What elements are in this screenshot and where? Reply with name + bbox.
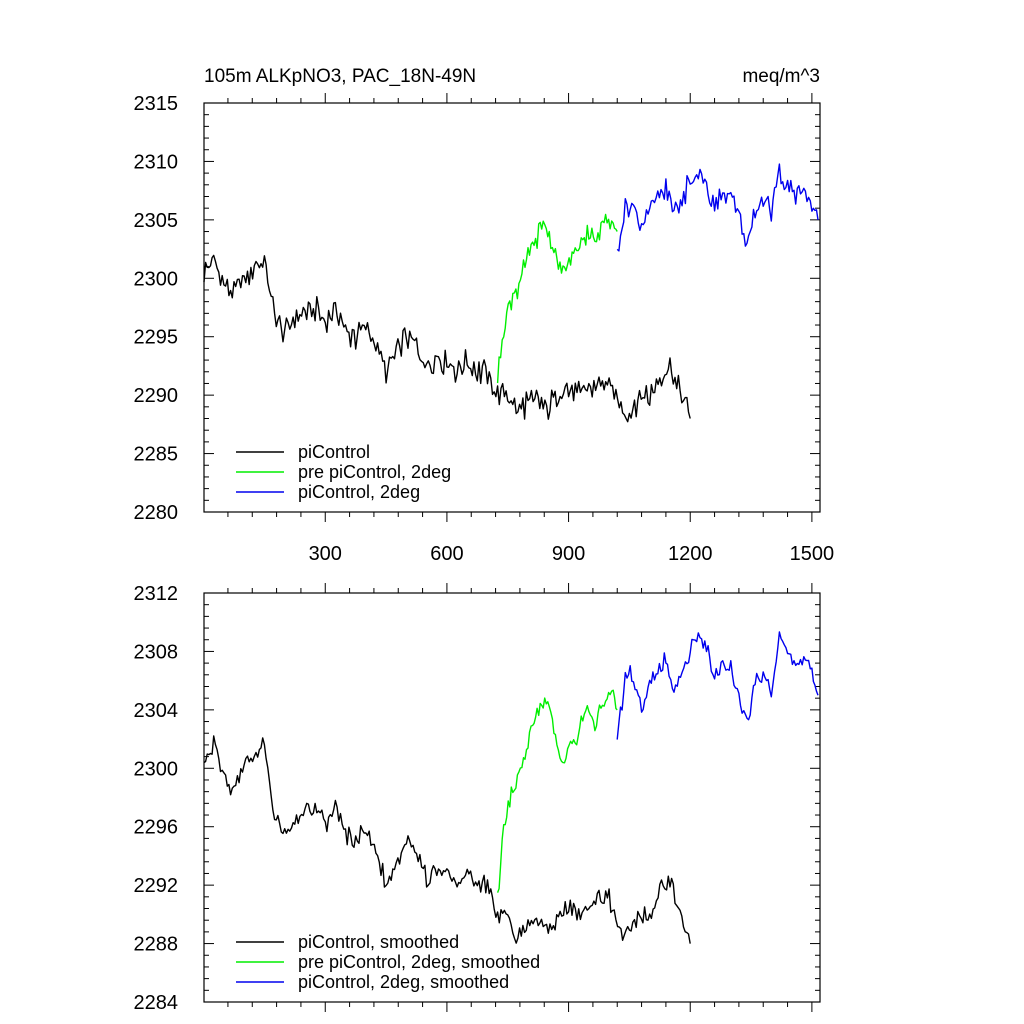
legend-label: piControl, 2deg [298, 482, 420, 502]
series-line-picontrol-smoothed [203, 735, 691, 944]
chart-title: 105m ALKpNO3, PAC_18N-49N [204, 66, 476, 87]
y-tick-label: 2284 [134, 992, 179, 1014]
series-line-picontrol [203, 254, 691, 423]
y-tick-label: 2280 [134, 502, 179, 524]
legend-label: pre piControl, 2deg [298, 462, 451, 482]
x-tick-label: 1200 [668, 543, 713, 565]
y-tick-label: 2292 [134, 875, 179, 897]
y-tick-label: 2308 [134, 641, 179, 663]
y-tick-label: 2300 [134, 268, 179, 290]
y-tick-label: 2312 [134, 583, 179, 605]
y-tick-label: 2305 [134, 210, 179, 232]
x-tick-label: 600 [430, 543, 463, 565]
y-tick-label: 2300 [134, 758, 179, 780]
x-tick-label: 900 [552, 543, 585, 565]
y-tick-label: 2290 [134, 385, 179, 407]
y-tick-label: 2310 [134, 151, 179, 173]
legend-label: piControl, smoothed [298, 932, 459, 952]
bottom-panel: 2284 2288 2292 2296 2300 2304 2308 2312 piContro… [134, 583, 821, 1014]
y-tick-label: 2285 [134, 444, 179, 466]
plot-frame [203, 592, 821, 1003]
y-tick-label: 2296 [134, 817, 179, 839]
top-panel: 2280 2285 2290 2295 2300 2305 2310 2315 300 600 90… [134, 93, 835, 565]
series-line-pre-picontrol-2deg-smoothed [496, 689, 618, 893]
legend-label: piControl [298, 442, 370, 462]
series-line-picontrol-2deg [616, 163, 819, 252]
y-tick-label: 2288 [134, 934, 179, 956]
units-label: meq/m^3 [742, 66, 820, 87]
legend-label: pre piControl, 2deg, smoothed [298, 952, 540, 972]
legend-label: piControl, 2deg, smoothed [298, 972, 509, 992]
plot-frame [203, 102, 821, 513]
series-line-picontrol-2deg-smoothed [616, 631, 819, 740]
y-tick-label: 2295 [134, 327, 179, 349]
series-line-pre-picontrol-2deg [496, 213, 618, 384]
y-tick-label: 2304 [134, 700, 179, 722]
x-tick-label: 1500 [790, 543, 835, 565]
y-tick-label: 2315 [134, 93, 179, 115]
x-tick-label: 300 [309, 543, 342, 565]
